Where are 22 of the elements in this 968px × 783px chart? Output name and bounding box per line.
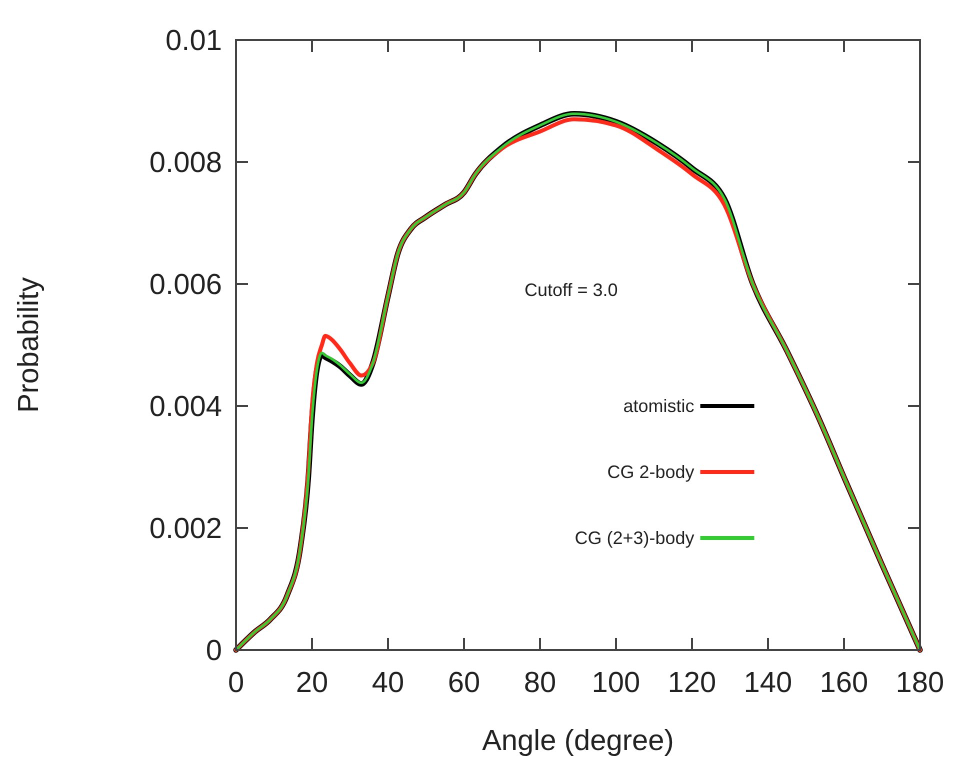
y-tick-label: 0.006 — [149, 269, 222, 301]
annotation: Cutoff = 3.0 — [524, 280, 618, 300]
x-tick-label: 160 — [820, 667, 868, 699]
x-tick-label: 80 — [524, 667, 556, 699]
x-axis-title: Angle (degree) — [482, 725, 674, 757]
y-tick-label: 0 — [206, 635, 222, 667]
legend-label: CG 2-body — [607, 462, 694, 482]
y-tick-label: 0.01 — [166, 25, 222, 57]
x-tick-label: 60 — [448, 667, 480, 699]
y-tick-label: 0.004 — [149, 391, 222, 423]
x-tick-label: 120 — [668, 667, 716, 699]
x-tick-label: 0 — [228, 667, 244, 699]
x-tick-label: 180 — [896, 667, 944, 699]
x-tick-label: 140 — [744, 667, 792, 699]
x-tick-label: 100 — [592, 667, 640, 699]
legend-label: CG (2+3)-body — [574, 528, 694, 548]
y-axis-title: Probability — [13, 276, 45, 413]
x-tick-label: 20 — [296, 667, 328, 699]
x-tick-label: 40 — [372, 667, 404, 699]
y-tick-label: 0.002 — [149, 513, 222, 545]
y-tick-label: 0.008 — [149, 147, 222, 179]
legend-label: atomistic — [623, 396, 694, 416]
